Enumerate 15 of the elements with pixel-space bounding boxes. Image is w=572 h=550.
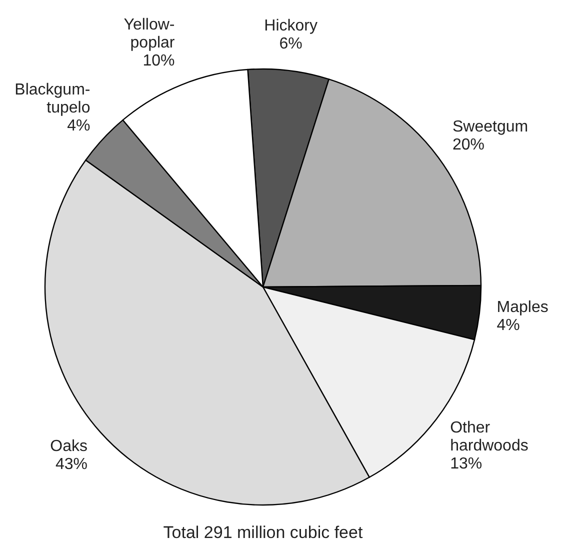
slice-label: Other hardwoods xyxy=(450,419,528,454)
data-label: 43% xyxy=(55,456,88,473)
slice-label: Sweetgum xyxy=(452,118,528,136)
slice-label: Oaks xyxy=(50,438,88,455)
data-label: 13% xyxy=(450,455,482,472)
data-label: 4% xyxy=(67,118,90,135)
data-label: 6% xyxy=(279,35,302,52)
slice-label: Maples xyxy=(496,298,548,316)
text: Total 291 million cubic feet xyxy=(163,523,363,542)
data-label: 10% xyxy=(142,52,175,70)
data-label: 4% xyxy=(496,316,520,334)
data-label: 20% xyxy=(452,136,485,154)
slice-label: Hickory xyxy=(264,17,318,34)
slice-label: Yellow-poplar xyxy=(124,16,176,52)
slice-label: Blackgum-tupelo xyxy=(14,82,90,117)
